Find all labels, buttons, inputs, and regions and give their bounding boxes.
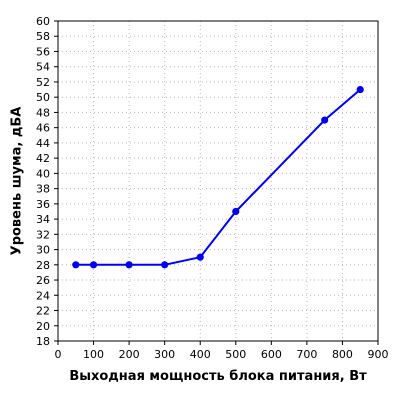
y-tick-label: 44 <box>36 137 50 150</box>
x-tick-label: 900 <box>368 348 389 361</box>
y-tick-label: 24 <box>36 289 50 302</box>
data-point <box>356 85 364 94</box>
x-axis: 0 100 200 300 400 500 600 700 800 900 <box>55 341 389 361</box>
data-point <box>321 116 329 124</box>
data-point <box>232 207 240 216</box>
y-tick-label: 18 <box>36 335 50 348</box>
data-point <box>161 261 169 269</box>
data-point <box>125 261 133 269</box>
x-tick-label: 400 <box>190 348 211 361</box>
y-tick-label: 32 <box>36 228 50 241</box>
y-tick-label: 50 <box>36 91 50 104</box>
y-axis: 18 20 22 24 26 28 30 32 34 36 38 40 42 44 46 48 50 52 54 56… <box>36 15 58 348</box>
y-axis-title: Уровень шума, дБА <box>10 107 25 256</box>
data-point <box>196 253 204 261</box>
plot-area <box>57 20 379 342</box>
y-tick-label: 26 <box>36 274 50 287</box>
x-tick-label: 700 <box>296 348 317 361</box>
y-tick-label: 56 <box>36 45 50 58</box>
data-point <box>89 261 98 269</box>
y-tick-label: 46 <box>36 122 50 135</box>
y-tick-label: 20 <box>36 320 50 333</box>
x-tick-label: 500 <box>225 348 246 361</box>
y-tick-label: 58 <box>36 30 50 43</box>
y-tick-label: 38 <box>36 183 50 196</box>
y-tick-label: 28 <box>36 259 50 272</box>
x-tick-label: 600 <box>261 348 282 361</box>
x-axis-title: Выходная мощность блока питания, Вт <box>69 369 367 384</box>
grid <box>58 21 378 341</box>
y-tick-label: 54 <box>36 61 50 74</box>
series-layer <box>72 85 364 269</box>
data-point <box>72 261 80 269</box>
y-tick-label: 48 <box>36 106 50 119</box>
series-line <box>75 88 361 266</box>
y-tick-label: 40 <box>36 167 50 180</box>
y-tick-label: 36 <box>36 198 50 211</box>
x-tick-label: 0 <box>55 348 62 361</box>
y-tick-label: 34 <box>36 213 50 226</box>
x-tick-label: 100 <box>83 348 104 361</box>
x-tick-label: 800 <box>332 348 353 361</box>
y-tick-label: 30 <box>36 244 50 257</box>
x-tick-label: 200 <box>119 348 140 361</box>
y-tick-label: 42 <box>36 152 50 165</box>
y-tick-label: 60 <box>36 15 50 28</box>
y-tick-label: 52 <box>36 76 50 89</box>
y-tick-label: 22 <box>36 305 50 318</box>
x-tick-label: 300 <box>154 348 175 361</box>
